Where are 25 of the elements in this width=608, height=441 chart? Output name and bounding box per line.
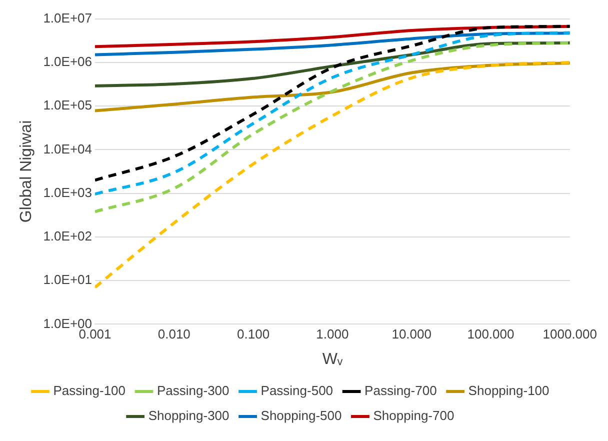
legend-label: Shopping-500 — [260, 408, 342, 424]
legend-label: Passing-300 — [157, 383, 230, 398]
x-tick-label: 1.000 — [316, 326, 349, 342]
y-tick-label: 1.0E+03 — [43, 184, 92, 200]
y-tick-label: 1.0E+02 — [43, 228, 92, 244]
x-tick-label: 0.100 — [237, 326, 270, 342]
y-tick-label: 1.0E+07 — [43, 10, 92, 26]
legend-label: Passing-500 — [260, 383, 334, 398]
x-axis-title: Wᵥ — [322, 350, 344, 368]
legend-label: Shopping-100 — [468, 383, 550, 398]
y-tick-label: 1.0E+06 — [43, 54, 92, 70]
x-tick-label: 10.000 — [392, 326, 432, 342]
line-series — [94, 41, 570, 214]
legend-label: Shopping-300 — [148, 408, 230, 424]
y-tick-label: 1.0E+01 — [43, 272, 92, 288]
legend-label: Shopping-700 — [373, 408, 454, 424]
y-tick-label: 1.0E+04 — [43, 141, 92, 156]
x-tick-label: 0.010 — [158, 326, 190, 342]
x-tick-label: 100.000 — [467, 326, 514, 342]
legend-label: Passing-700 — [364, 383, 437, 398]
legend-label: Passing-100 — [53, 383, 126, 398]
y-axis-title: Global Nigiwai — [18, 120, 36, 223]
x-tick-label: 1000.000 — [542, 326, 598, 342]
line-series — [94, 60, 570, 289]
y-tick-label: 1.0E+05 — [43, 98, 92, 113]
